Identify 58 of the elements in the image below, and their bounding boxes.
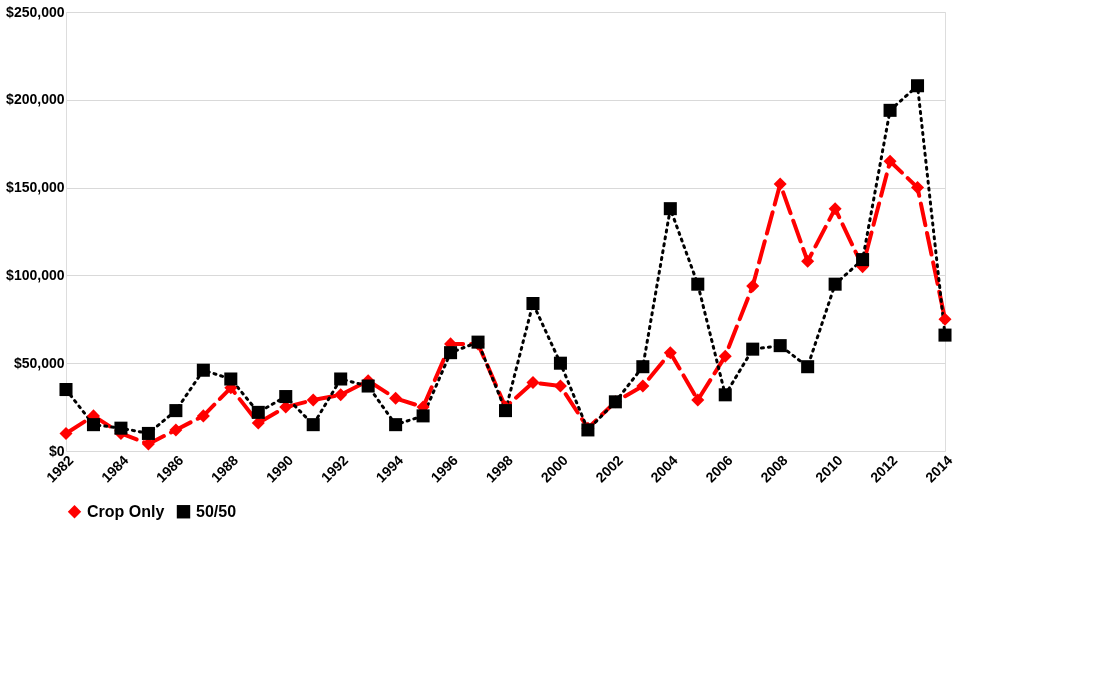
y-tick-label: $150,000	[6, 179, 65, 196]
legend-label: Crop Only	[87, 502, 165, 520]
point	[86, 418, 100, 432]
point	[444, 346, 458, 360]
point	[691, 393, 705, 407]
point	[801, 360, 815, 374]
point	[691, 277, 705, 291]
point	[141, 426, 155, 440]
point	[279, 390, 293, 404]
point	[224, 372, 238, 386]
point	[636, 379, 650, 393]
point	[141, 437, 155, 451]
point	[883, 154, 897, 168]
point	[911, 79, 925, 93]
point	[306, 418, 320, 432]
point	[416, 409, 430, 423]
point	[828, 202, 842, 216]
point	[773, 177, 787, 191]
y-tick-label: $50,000	[13, 354, 65, 371]
point	[856, 253, 870, 267]
point	[196, 409, 210, 423]
y-tick-label: $250,000	[6, 3, 65, 20]
point	[251, 416, 265, 430]
point	[526, 296, 540, 311]
point	[196, 363, 210, 377]
point	[169, 423, 183, 437]
point	[553, 356, 567, 370]
point	[526, 376, 540, 390]
point	[361, 379, 375, 393]
point	[251, 405, 265, 419]
point	[801, 254, 815, 268]
point	[938, 328, 952, 342]
point	[828, 277, 842, 291]
point	[911, 181, 925, 195]
point	[59, 426, 73, 440]
point	[334, 388, 348, 402]
point	[306, 393, 320, 407]
point	[663, 346, 677, 360]
point	[169, 404, 183, 418]
point	[389, 418, 403, 432]
point	[553, 379, 567, 393]
point	[773, 339, 787, 353]
point	[746, 342, 760, 356]
point	[883, 103, 897, 117]
point	[746, 279, 760, 293]
point	[718, 349, 732, 363]
point	[498, 404, 513, 418]
point	[938, 312, 952, 326]
point	[636, 360, 650, 374]
point	[334, 372, 348, 386]
point	[59, 383, 73, 397]
point	[389, 391, 403, 405]
y-tick-label: $100,000	[6, 266, 65, 283]
y-tick-label: $200,000	[6, 91, 65, 108]
point	[718, 388, 732, 402]
point	[114, 421, 128, 435]
point	[663, 202, 677, 216]
legend-label: 50/50	[196, 502, 237, 520]
